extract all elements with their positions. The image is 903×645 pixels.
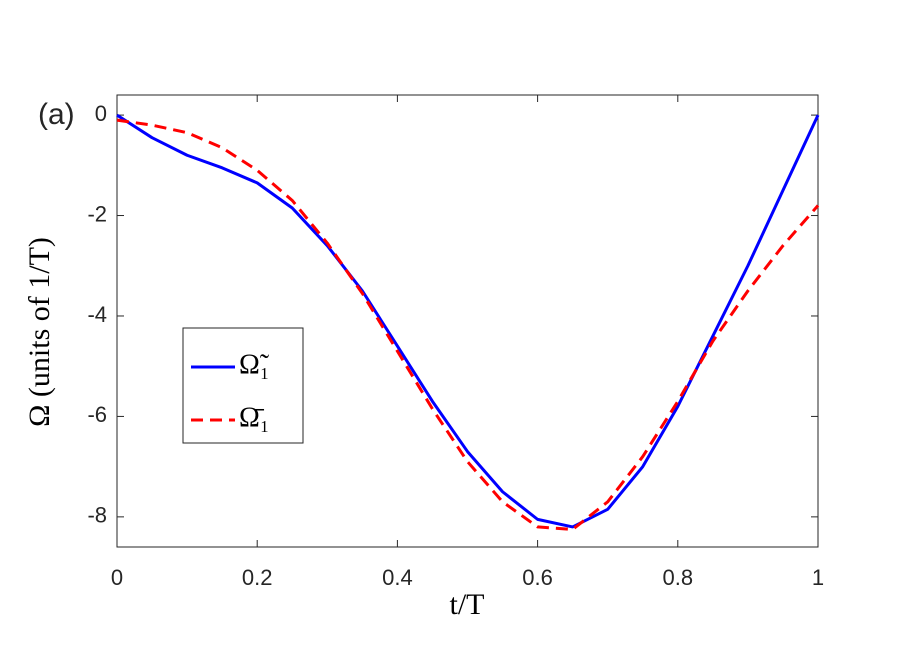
panel-label: (a): [38, 98, 75, 131]
y-tick-label: -4: [87, 302, 107, 327]
plot-area: [116, 94, 819, 548]
x-axis-label: t/T: [450, 588, 485, 621]
x-tick-label: 0.4: [382, 565, 413, 590]
series-line: [116, 113, 820, 529]
x-tick-label: 0.8: [663, 565, 694, 590]
x-tick-label: 0: [111, 565, 123, 590]
x-tick-label: 0.6: [522, 565, 553, 590]
x-tick-label: 0.2: [242, 565, 273, 590]
y-tick-label: -6: [87, 402, 107, 427]
x-tick-label: 1: [812, 565, 824, 590]
y-tick-label: 0: [95, 101, 107, 126]
y-axis-label: Ω (units of 1/T): [23, 237, 56, 427]
y-tick-label: -2: [87, 201, 107, 226]
legend-label: Ω̃₁: [239, 349, 270, 380]
legend-box: [182, 327, 304, 444]
y-tick-label: -8: [87, 503, 107, 528]
series-line: [116, 118, 820, 531]
legend-label: Ω̄₁: [239, 402, 270, 433]
